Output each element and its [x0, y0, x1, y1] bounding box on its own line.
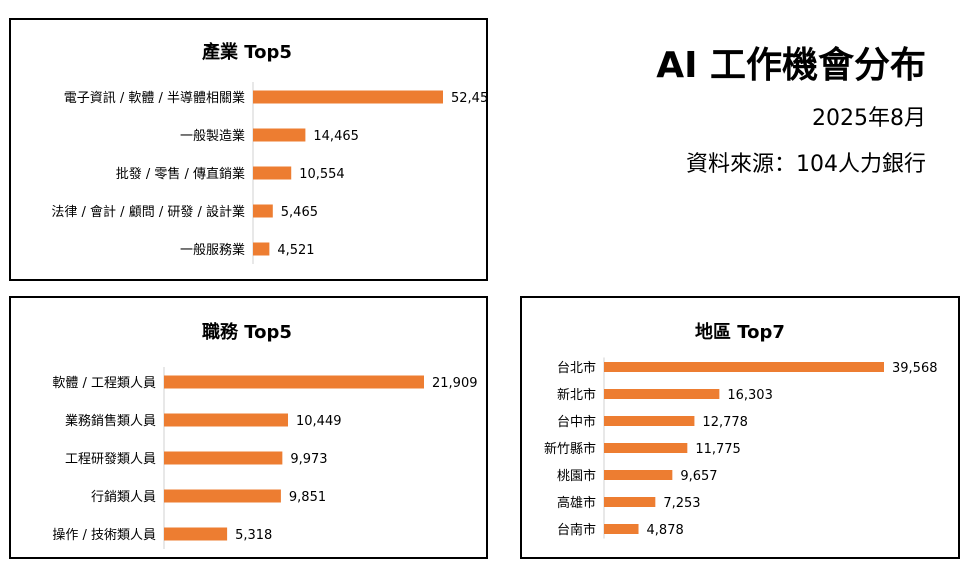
job-chart: 職務 Top5 軟體 / 工程類人員 21,909 業務銷售類人員 10,449 工程研發…: [52, 321, 478, 549]
region-chart-title: 地區 Top7: [695, 321, 785, 343]
job-chart-panel: 職務 Top5 軟體 / 工程類人員 21,909 業務銷售類人員 10,449 工程研發…: [9, 296, 488, 559]
job-value-label: 21,909: [432, 376, 478, 391]
job-chart-title: 職務 Top5: [202, 321, 292, 343]
report-date: 2025年8月: [812, 106, 926, 131]
industry-bar: [253, 242, 270, 256]
industry-chart-panel: 產業 Top5 電子資訊 / 軟體 / 半導體相關業 52,458 一般製造業 14,4…: [9, 18, 488, 281]
job-bar: [164, 375, 424, 389]
region-category-label: 新北市: [557, 387, 596, 403]
industry-bar: [253, 128, 306, 142]
region-category-label: 台南市: [557, 522, 596, 538]
job-value-label: 9,851: [289, 490, 326, 505]
job-category-label: 軟體 / 工程類人員: [52, 375, 156, 391]
region-value-label: 16,303: [727, 388, 773, 403]
job-value-label: 9,973: [290, 452, 327, 467]
job-value-label: 5,318: [235, 528, 272, 543]
industry-category-label: 一般製造業: [180, 128, 245, 144]
region-bar: [604, 470, 673, 480]
job-value-label: 10,449: [296, 414, 342, 429]
region-value-label: 7,253: [663, 496, 700, 511]
industry-chart-title: 產業 Top5: [202, 41, 292, 63]
job-category-label: 操作 / 技術類人員: [52, 527, 156, 543]
page-title: AI 工作機會分布: [656, 45, 926, 86]
job-category-label: 業務銷售類人員: [65, 413, 156, 429]
region-chart: 地區 Top7 台北市 39,568 新北市 16,303 台中市 12,778 新竹縣市 11…: [544, 321, 938, 539]
job-bar: [164, 489, 281, 503]
region-value-label: 4,878: [647, 523, 684, 538]
region-value-label: 9,657: [680, 469, 717, 484]
data-source: 資料來源：104人力銀行: [686, 152, 926, 177]
industry-category-label: 法律 / 會計 / 顧問 / 研發 / 設計業: [51, 204, 245, 220]
region-category-label: 桃園市: [557, 468, 596, 484]
industry-value-label: 14,465: [313, 129, 359, 144]
job-category-label: 工程研發類人員: [65, 452, 156, 467]
region-value-label: 39,568: [892, 361, 938, 376]
job-category-label: 行銷類人員: [91, 489, 156, 505]
industry-bar: [253, 90, 443, 104]
industry-value-label: 4,521: [277, 243, 314, 258]
job-bar: [164, 527, 228, 541]
region-value-label: 11,775: [695, 442, 741, 457]
region-bar: [604, 443, 688, 453]
job-bar: [164, 451, 283, 465]
region-chart-panel: 地區 Top7 台北市 39,568 新北市 16,303 台中市 12,778 新竹縣市 11…: [520, 296, 960, 559]
region-bar: [604, 524, 639, 534]
industry-value-label: 52,458: [451, 91, 486, 106]
industry-category-label: 批發 / 零售 / 傳直銷業: [116, 166, 245, 182]
industry-bar: [253, 166, 292, 180]
industry-value-label: 5,465: [281, 205, 318, 220]
region-bar: [604, 416, 695, 426]
industry-bar: [253, 204, 273, 218]
region-category-label: 新竹縣市: [544, 441, 596, 457]
job-bar: [164, 413, 289, 427]
industry-category-label: 電子資訊 / 軟體 / 半導體相關業: [64, 90, 245, 106]
region-category-label: 台北市: [557, 360, 596, 376]
industry-chart: 產業 Top5 電子資訊 / 軟體 / 半導體相關業 52,458 一般製造業 14,4…: [51, 41, 486, 264]
region-bar: [604, 389, 720, 399]
region-value-label: 12,778: [702, 415, 748, 430]
region-category-label: 高雄市: [557, 495, 596, 511]
region-bar: [604, 362, 884, 372]
industry-category-label: 一般服務業: [180, 242, 245, 258]
region-bar: [604, 497, 656, 507]
industry-value-label: 10,554: [299, 167, 345, 182]
region-category-label: 台中市: [557, 414, 596, 430]
